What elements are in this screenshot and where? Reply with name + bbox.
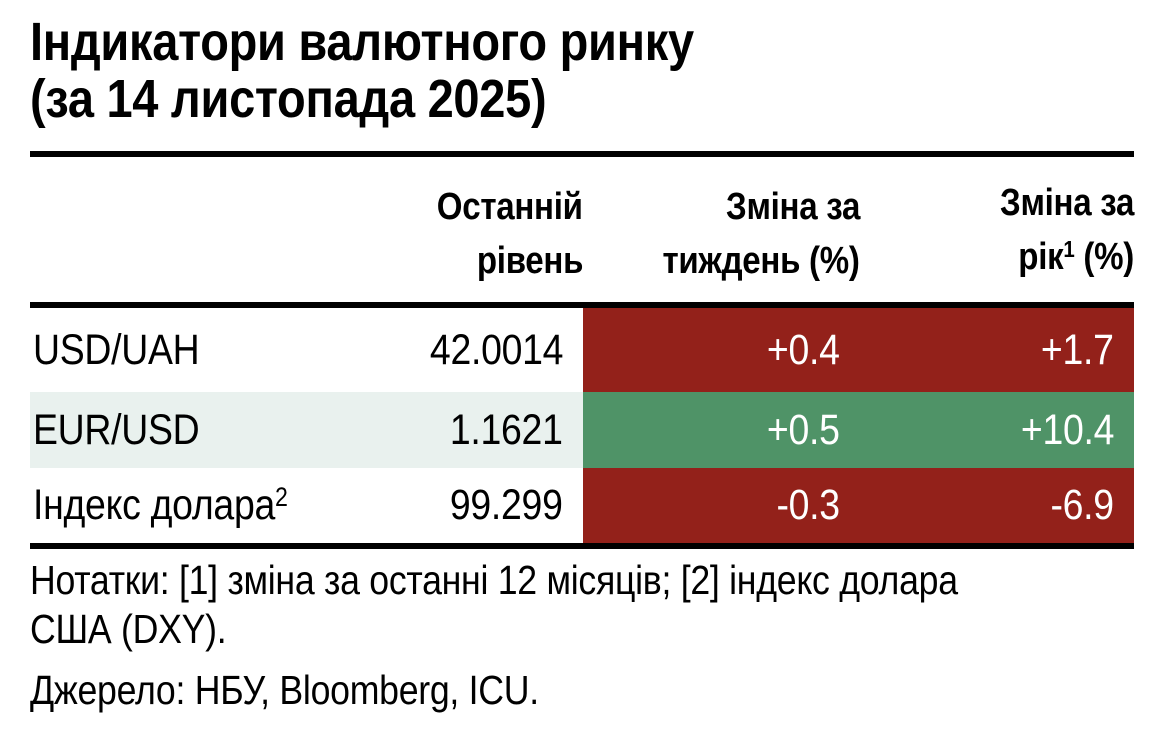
page-title-line1: Індикатори валютного ринку xyxy=(30,12,694,72)
title-divider xyxy=(30,151,1134,157)
table-row-eur-usd: EUR/USD 1.1621 +0.5 +10.4 xyxy=(30,392,1134,468)
table-header-row: Останній рівень Зміна за тиждень (%) Змі… xyxy=(30,176,1134,302)
col-header-year-change: Зміна за рік1 (%) xyxy=(999,182,1134,278)
level-value: 1.1621 xyxy=(300,392,583,468)
table-bottom-divider xyxy=(30,543,1134,549)
footnote-marker-2: 2 xyxy=(275,481,288,512)
col-header-level: Останній рівень xyxy=(437,186,583,282)
footnotes-line1: Нотатки: [1] зміна за останні 12 місяців… xyxy=(30,557,958,603)
footnote-marker-1: 1 xyxy=(1063,236,1075,263)
level-value: 99.299 xyxy=(450,481,563,529)
year-change-cell: +1.7 xyxy=(860,308,1134,392)
source-line: Джерело: НБУ, Bloomberg, ICU. xyxy=(30,667,539,713)
footnotes: Нотатки: [1] зміна за останні 12 місяців… xyxy=(30,556,1096,654)
col-header-week-change: Зміна за тиждень (%) xyxy=(662,186,860,282)
week-change-cell: +0.5 xyxy=(583,392,860,468)
table-row-dollar-index: Індекс долара2 99.299 -0.3 -6.9 xyxy=(30,468,1134,543)
week-change-cell: -0.3 xyxy=(583,468,860,543)
table-row-usd-uah: USD/UAH 42.0014 +0.4 +1.7 xyxy=(30,308,1134,392)
footnotes-line2: США (DXY). xyxy=(30,606,227,652)
year-change-cell: +10.4 xyxy=(860,392,1134,468)
level-value: 42.0014 xyxy=(429,325,564,374)
row-label: Індекс долара2 xyxy=(33,481,288,529)
row-label: EUR/USD xyxy=(30,392,300,468)
row-label: USD/UAH xyxy=(33,325,200,374)
table-body: USD/UAH 42.0014 +0.4 +1.7 EUR/USD 1.1621… xyxy=(30,308,1134,543)
page-title: Індикатори валютного ринку (за 14 листоп… xyxy=(30,14,793,128)
year-change-cell: -6.9 xyxy=(860,468,1134,543)
week-change-cell: +0.4 xyxy=(583,308,860,392)
page-title-line2: (за 14 листопада 2025) xyxy=(30,69,547,129)
header-divider xyxy=(30,302,1134,308)
